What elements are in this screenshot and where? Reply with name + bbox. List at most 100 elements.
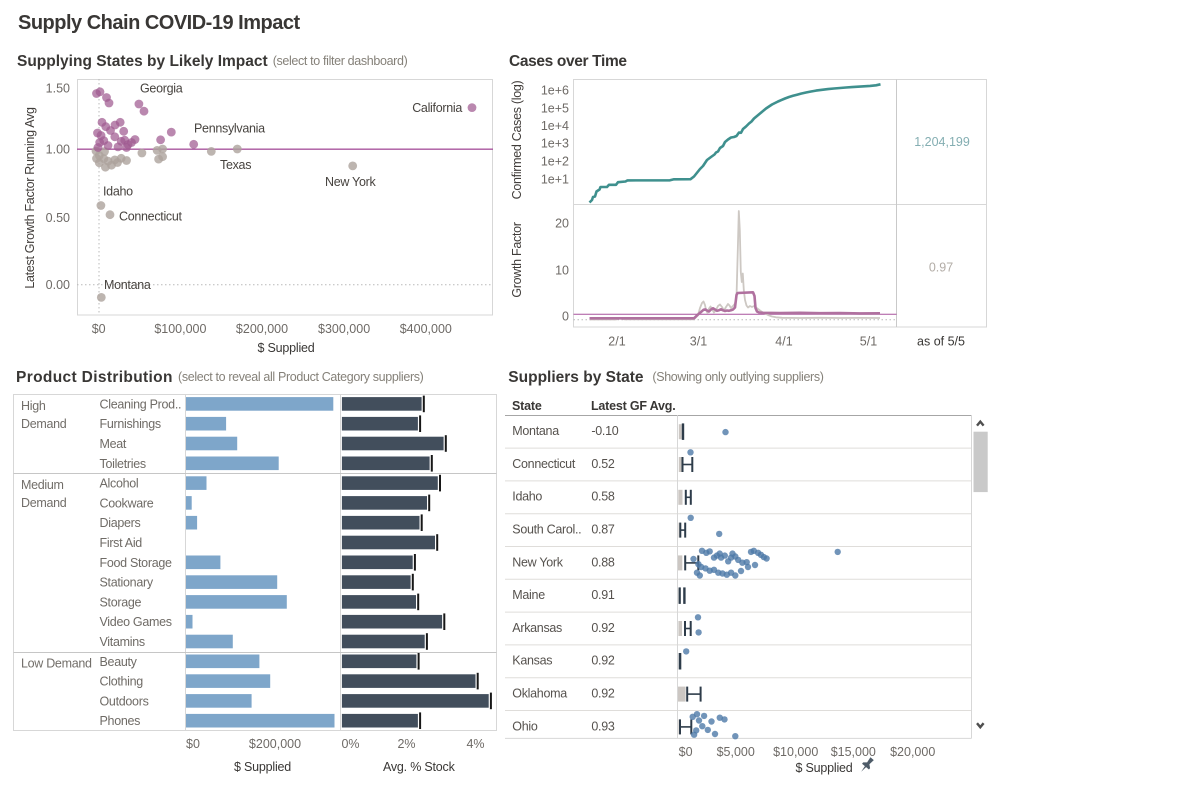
- svg-text:0.50: 0.50: [46, 211, 70, 225]
- svg-text:Phones: Phones: [100, 714, 141, 728]
- svg-text:California: California: [412, 101, 462, 115]
- svg-text:$200,000: $200,000: [249, 737, 301, 751]
- svg-text:Confirmed Cases (log): Confirmed Cases (log): [510, 80, 524, 199]
- svg-text:4%: 4%: [466, 737, 484, 751]
- svg-text:0.91: 0.91: [591, 588, 614, 602]
- svg-text:Connecticut: Connecticut: [119, 210, 183, 224]
- svg-text:5/1: 5/1: [860, 335, 877, 349]
- svg-text:New York: New York: [512, 555, 563, 569]
- svg-text:1e+1: 1e+1: [541, 173, 569, 187]
- svg-text:Ohio: Ohio: [512, 719, 538, 733]
- svg-text:$200,000: $200,000: [236, 322, 288, 336]
- svg-text:Product Distribution: Product Distribution: [16, 369, 173, 386]
- svg-text:Cases over Time: Cases over Time: [509, 53, 627, 70]
- svg-text:Storage: Storage: [100, 595, 142, 609]
- svg-text:0.87: 0.87: [591, 523, 614, 537]
- svg-text:Georgia: Georgia: [140, 82, 183, 96]
- svg-text:Pennsylvania: Pennsylvania: [194, 122, 265, 136]
- svg-text:0.58: 0.58: [591, 490, 614, 504]
- svg-text:Avg. % Stock: Avg. % Stock: [383, 760, 456, 774]
- svg-text:2%: 2%: [397, 737, 415, 751]
- svg-text:Idaho: Idaho: [512, 490, 542, 504]
- svg-text:0.52: 0.52: [591, 457, 614, 471]
- svg-text:0.88: 0.88: [591, 555, 614, 569]
- svg-text:$10,000: $10,000: [773, 745, 818, 759]
- svg-text:Low Demand: Low Demand: [21, 657, 92, 671]
- svg-text:20: 20: [555, 217, 569, 231]
- svg-text:New York: New York: [325, 175, 376, 189]
- svg-text:Latest Growth Factor Running A: Latest Growth Factor Running Avg: [23, 107, 37, 289]
- svg-text:1,204,199: 1,204,199: [914, 135, 970, 149]
- svg-text:$400,000: $400,000: [400, 322, 452, 336]
- svg-text:3/1: 3/1: [690, 335, 707, 349]
- svg-text:$0: $0: [186, 737, 200, 751]
- svg-text:$0: $0: [92, 322, 106, 336]
- svg-text:Demand: Demand: [21, 496, 67, 510]
- svg-text:$0: $0: [679, 745, 693, 759]
- svg-text:1.50: 1.50: [46, 82, 70, 96]
- svg-text:Cleaning Prod..: Cleaning Prod..: [100, 397, 182, 411]
- svg-text:Stationary: Stationary: [100, 576, 154, 590]
- svg-text:Food Storage: Food Storage: [100, 556, 172, 570]
- svg-text:1e+2: 1e+2: [541, 155, 569, 169]
- svg-text:Montana: Montana: [512, 424, 559, 438]
- svg-text:0.00: 0.00: [46, 278, 70, 292]
- svg-text:1e+4: 1e+4: [541, 119, 569, 133]
- svg-text:$300,000: $300,000: [318, 322, 370, 336]
- svg-text:Meat: Meat: [100, 437, 127, 451]
- svg-text:Vitamins: Vitamins: [100, 635, 145, 649]
- svg-text:Outdoors: Outdoors: [100, 694, 149, 708]
- svg-text:Furnishings: Furnishings: [100, 417, 161, 431]
- svg-text:1.00: 1.00: [46, 143, 70, 157]
- svg-text:Latest GF Avg.: Latest GF Avg.: [591, 399, 675, 413]
- svg-text:Medium: Medium: [21, 478, 64, 492]
- svg-text:Arkansas: Arkansas: [512, 621, 562, 635]
- svg-text:First Aid: First Aid: [100, 536, 143, 550]
- svg-text:10: 10: [555, 264, 569, 278]
- svg-text:4/1: 4/1: [775, 335, 792, 349]
- svg-text:1e+6: 1e+6: [541, 84, 569, 98]
- svg-text:-0.10: -0.10: [591, 424, 618, 438]
- svg-text:South Carol..: South Carol..: [512, 523, 581, 537]
- svg-text:Beauty: Beauty: [100, 655, 138, 669]
- svg-text:$15,000: $15,000: [831, 745, 876, 759]
- svg-text:$ Supplied: $ Supplied: [795, 761, 852, 775]
- svg-text:(select to reveal all Product: (select to reveal all Product Category s…: [178, 370, 424, 384]
- svg-text:Clothing: Clothing: [100, 675, 144, 689]
- svg-text:Demand: Demand: [21, 417, 67, 431]
- svg-text:0%: 0%: [341, 737, 359, 751]
- svg-text:Toiletries: Toiletries: [100, 457, 146, 471]
- svg-text:Supply Chain COVID-19 Impact: Supply Chain COVID-19 Impact: [18, 12, 300, 34]
- svg-text:1e+5: 1e+5: [541, 102, 569, 116]
- svg-text:(select to filter dashboard): (select to filter dashboard): [273, 54, 408, 68]
- svg-text:$ Supplied: $ Supplied: [257, 341, 314, 355]
- svg-text:0.92: 0.92: [591, 621, 614, 635]
- svg-text:Idaho: Idaho: [103, 185, 133, 199]
- svg-text:Connecticut: Connecticut: [512, 457, 576, 471]
- svg-text:Kansas: Kansas: [512, 654, 552, 668]
- svg-text:1e+3: 1e+3: [541, 137, 569, 151]
- svg-text:Maine: Maine: [512, 588, 545, 602]
- svg-text:Supplying States by Likely Imp: Supplying States by Likely Impact: [17, 53, 268, 70]
- svg-text:0.93: 0.93: [591, 719, 614, 733]
- svg-text:Oklahoma: Oklahoma: [512, 687, 567, 701]
- svg-text:Alcohol: Alcohol: [100, 477, 139, 491]
- svg-text:2/1: 2/1: [608, 335, 625, 349]
- svg-text:0.97: 0.97: [929, 261, 953, 275]
- svg-text:Growth Factor: Growth Factor: [510, 222, 524, 297]
- svg-text:as of 5/5: as of 5/5: [917, 335, 965, 349]
- svg-text:$100,000: $100,000: [154, 322, 206, 336]
- svg-text:Diapers: Diapers: [100, 516, 141, 530]
- svg-text:0.92: 0.92: [591, 654, 614, 668]
- svg-text:Cookware: Cookware: [100, 496, 154, 510]
- svg-text:(Showing only outlying supplie: (Showing only outlying suppliers): [652, 370, 823, 384]
- svg-text:Montana: Montana: [104, 278, 151, 292]
- svg-text:$5,000: $5,000: [717, 745, 755, 759]
- svg-text:$ Supplied: $ Supplied: [234, 760, 291, 774]
- svg-text:0: 0: [562, 310, 569, 324]
- svg-text:State: State: [512, 399, 542, 413]
- svg-text:$20,000: $20,000: [890, 745, 935, 759]
- svg-text:Suppliers by State: Suppliers by State: [508, 369, 644, 386]
- svg-text:Texas: Texas: [220, 158, 251, 172]
- svg-text:High: High: [21, 399, 46, 413]
